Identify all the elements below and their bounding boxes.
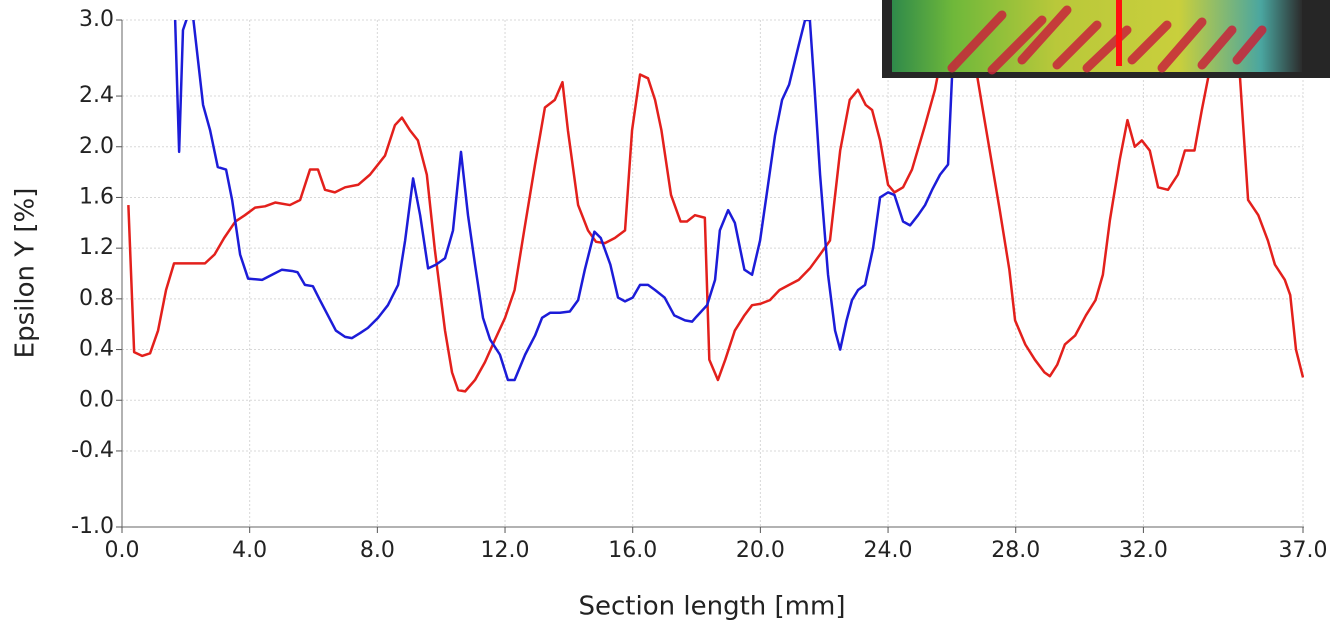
- y-tick-label: 1.6: [79, 184, 114, 209]
- x-tick-label: 24.0: [864, 538, 913, 563]
- x-tick-label: 12.0: [481, 538, 530, 563]
- x-tick-label: 28.0: [991, 538, 1040, 563]
- x-axis-title: Section length [mm]: [579, 592, 846, 622]
- x-tick-label: 20.0: [736, 538, 785, 563]
- y-tick-label: 0.4: [79, 337, 114, 362]
- y-tick-label: 1.2: [79, 235, 114, 260]
- y-tick-label: 2.4: [79, 83, 114, 108]
- x-tick-label: 32.0: [1119, 538, 1168, 563]
- plot-area: [127, 20, 1304, 393]
- x-tick-label: 4.0: [232, 538, 267, 563]
- y-axis-title: Epsilon Y [%]: [11, 188, 41, 359]
- inset-image: [882, 0, 1330, 78]
- y-tick-label: 0.0: [79, 387, 114, 412]
- x-tick-label: 37.0: [1279, 538, 1328, 563]
- y-tick-label: -1.0: [71, 514, 114, 539]
- y-tick-label: 3.0: [79, 7, 114, 32]
- y-tick-label: 2.0: [79, 134, 114, 159]
- grid: [121, 19, 1304, 528]
- data-line: [127, 20, 1304, 393]
- x-tick-label: 0.0: [105, 538, 140, 563]
- data-line: [173, 20, 957, 382]
- x-tick-label: 8.0: [360, 538, 395, 563]
- y-tick-label: -0.4: [71, 438, 114, 463]
- x-tick-label: 16.0: [608, 538, 657, 563]
- y-tick-label: 0.8: [79, 286, 114, 311]
